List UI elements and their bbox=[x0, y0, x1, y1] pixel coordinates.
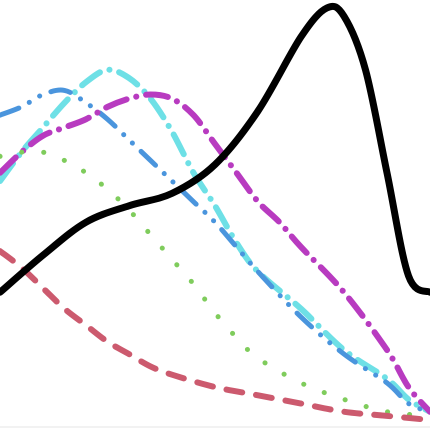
series-layer bbox=[0, 2, 430, 423]
series-line-4 bbox=[0, 91, 430, 415]
series-line-6 bbox=[0, 248, 430, 423]
series-line-5 bbox=[0, 148, 430, 419]
series-line-2 bbox=[0, 66, 430, 415]
series-line-1 bbox=[0, 2, 430, 296]
